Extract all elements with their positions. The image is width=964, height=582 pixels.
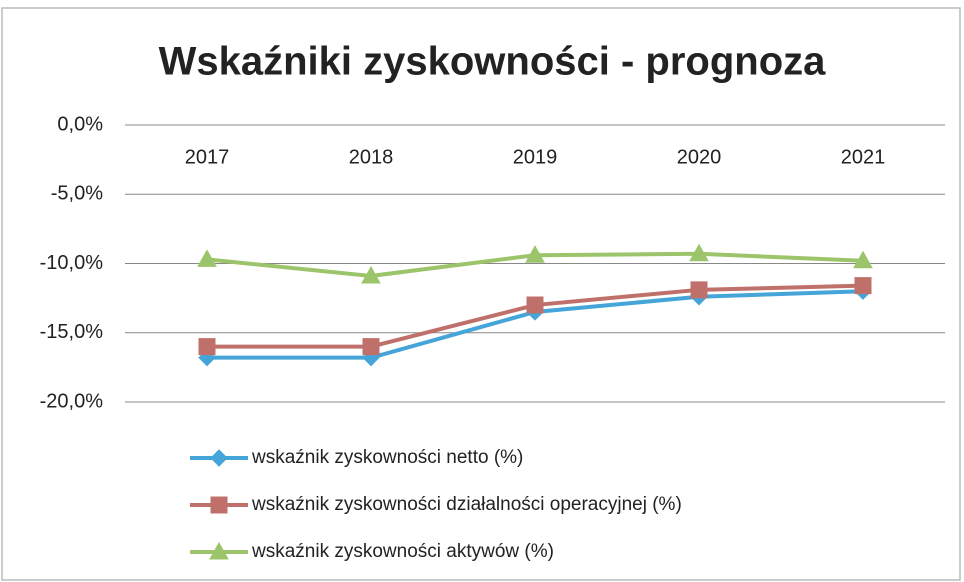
legend-marker [210, 449, 228, 467]
marker [362, 338, 380, 356]
chart-title: Wskaźniki zyskowności - prognoza [159, 40, 827, 84]
y-tick-label: -5,0% [51, 183, 103, 205]
marker [197, 249, 217, 267]
x-tick-label: 2018 [349, 146, 394, 168]
legend-label: wskaźnik zyskowności działalności operac… [251, 494, 682, 515]
y-tick-label: -15,0% [40, 321, 104, 343]
marker [853, 250, 873, 269]
legend-label: wskaźnik zyskowności netto (%) [251, 447, 523, 468]
marker [198, 338, 216, 356]
x-tick-label: 2020 [677, 146, 722, 168]
marker [689, 243, 709, 262]
marker [690, 281, 708, 299]
x-tick-label: 2021 [841, 146, 886, 168]
y-tick-label: -10,0% [40, 252, 104, 274]
legend-marker [210, 496, 228, 514]
marker [854, 277, 872, 295]
y-tick-label: 0,0% [57, 113, 103, 135]
x-tick-label: 2017 [185, 146, 230, 168]
y-tick-label: -20,0% [40, 390, 104, 412]
legend-marker [209, 541, 229, 560]
x-tick-label: 2019 [513, 146, 558, 168]
legend-label: wskaźnik zyskowności aktywów (%) [251, 541, 554, 562]
marker [526, 296, 544, 314]
marker [525, 245, 545, 263]
marker [361, 265, 381, 284]
